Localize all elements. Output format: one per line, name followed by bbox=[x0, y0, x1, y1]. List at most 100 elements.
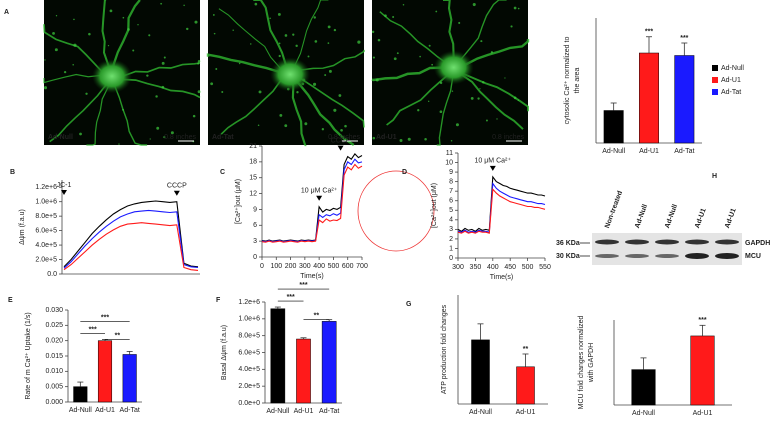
y-tick-label: 0 bbox=[449, 255, 453, 262]
bar bbox=[516, 366, 535, 405]
puncta bbox=[517, 99, 520, 101]
micrograph: Ad-Tat 0.8 inches bbox=[206, 0, 365, 147]
bar bbox=[674, 55, 695, 144]
puncta bbox=[73, 43, 77, 47]
puncta bbox=[215, 68, 218, 71]
blot-band bbox=[685, 239, 709, 245]
puncta bbox=[52, 31, 55, 35]
puncta bbox=[482, 81, 485, 84]
puncta bbox=[109, 9, 113, 13]
y-tick-label: 4.0e+5 bbox=[35, 242, 57, 249]
puncta bbox=[292, 33, 295, 36]
puncta bbox=[333, 28, 337, 32]
puncta bbox=[238, 62, 241, 65]
x-axis-label: Time(s) bbox=[300, 273, 323, 280]
y-tick-label: 0.0 bbox=[47, 271, 57, 278]
y-tick-label: 0 bbox=[253, 254, 257, 261]
y-tick-label: 1.2e+6 bbox=[238, 299, 260, 306]
y-tick-label: 18 bbox=[249, 159, 257, 166]
x-tick-label: Ad-U1 bbox=[294, 408, 314, 415]
x-tick-label: 0 bbox=[260, 263, 264, 270]
puncta bbox=[435, 10, 438, 13]
panel-letter: D bbox=[402, 169, 407, 176]
puncta bbox=[73, 18, 75, 21]
y-tick-label: 2.0e+5 bbox=[238, 383, 260, 390]
puncta bbox=[277, 12, 281, 16]
y-tick-label: 4 bbox=[449, 217, 453, 224]
y-axis-label: Δψm (f.a.u) bbox=[19, 209, 26, 245]
panel-letter: G bbox=[406, 301, 412, 308]
y-axis-label: Rate of m Ca²⁺ Uptake (1/s) bbox=[25, 312, 32, 399]
puncta bbox=[197, 62, 200, 65]
panel-letter: F bbox=[216, 297, 221, 304]
puncta bbox=[122, 16, 125, 19]
puncta bbox=[504, 77, 506, 79]
puncta bbox=[439, 81, 443, 85]
puncta bbox=[197, 90, 201, 94]
puncta bbox=[146, 74, 149, 77]
significance: *** bbox=[680, 35, 688, 42]
puncta bbox=[296, 91, 299, 94]
puncta bbox=[372, 56, 375, 59]
x-tick-label: 450 bbox=[504, 264, 516, 271]
puncta bbox=[54, 48, 58, 52]
puncta bbox=[213, 32, 216, 35]
blot-band bbox=[595, 239, 619, 245]
x-tick-label: Ad-Tat bbox=[120, 407, 140, 414]
bar bbox=[296, 338, 311, 404]
x-tick-label: Ad-Null bbox=[602, 148, 625, 155]
puncta bbox=[338, 94, 342, 97]
y-axis-label: MCU fold changes normalized bbox=[578, 316, 585, 410]
puncta bbox=[399, 139, 403, 142]
annotation: CCCP bbox=[167, 183, 187, 190]
puncta bbox=[232, 29, 234, 31]
band-label: GAPDH bbox=[745, 240, 770, 247]
puncta bbox=[417, 109, 420, 112]
x-tick-label: Ad-Tat bbox=[674, 148, 694, 155]
x-tick-label: 300 bbox=[452, 264, 464, 271]
puncta bbox=[295, 44, 298, 48]
line-series bbox=[261, 153, 363, 242]
puncta bbox=[304, 122, 308, 126]
y-tick-label: 15 bbox=[249, 175, 257, 182]
puncta bbox=[357, 40, 361, 44]
puncta bbox=[279, 113, 283, 117]
y-tick-label: 0.030 bbox=[45, 307, 63, 314]
scale-label: 0.8 inches bbox=[492, 134, 524, 141]
puncta bbox=[122, 108, 125, 111]
significance: *** bbox=[287, 294, 295, 301]
puncta bbox=[485, 119, 488, 122]
puncta bbox=[258, 90, 262, 94]
y-tick-label: 0.0e+0 bbox=[238, 400, 260, 407]
puncta bbox=[517, 7, 520, 10]
lane-label: Ad-Null bbox=[664, 203, 679, 229]
y-tick-label: 9 bbox=[253, 206, 257, 213]
puncta bbox=[88, 32, 91, 36]
puncta bbox=[321, 128, 325, 131]
bar bbox=[270, 308, 286, 404]
y-tick-label: 0.000 bbox=[45, 399, 63, 406]
panel-letter: E bbox=[8, 297, 13, 304]
x-tick-label: 100 bbox=[270, 263, 282, 270]
scale-label: 0.8 inches bbox=[164, 134, 196, 141]
y-axis-label: with GAPDH bbox=[588, 343, 595, 383]
puncta bbox=[127, 28, 130, 31]
puncta bbox=[313, 82, 317, 86]
annotation-arrow bbox=[337, 145, 344, 151]
line-series bbox=[457, 188, 546, 234]
puncta bbox=[257, 124, 260, 127]
x-tick-label: 400 bbox=[487, 264, 499, 271]
puncta bbox=[85, 92, 88, 95]
x-axis-label: Time(s) bbox=[490, 274, 513, 281]
y-axis-label: [Ca²⁺]out (μM) bbox=[431, 183, 438, 228]
marker-label: 36 KDa bbox=[556, 240, 580, 247]
y-tick-label: 0.025 bbox=[45, 322, 63, 329]
puncta bbox=[55, 15, 58, 17]
puncta bbox=[496, 118, 498, 120]
y-tick-label: 6 bbox=[253, 222, 257, 229]
legend-swatch bbox=[712, 89, 718, 95]
x-tick-label: Ad-U1 bbox=[95, 407, 115, 414]
bar bbox=[471, 339, 490, 405]
puncta bbox=[148, 34, 151, 37]
